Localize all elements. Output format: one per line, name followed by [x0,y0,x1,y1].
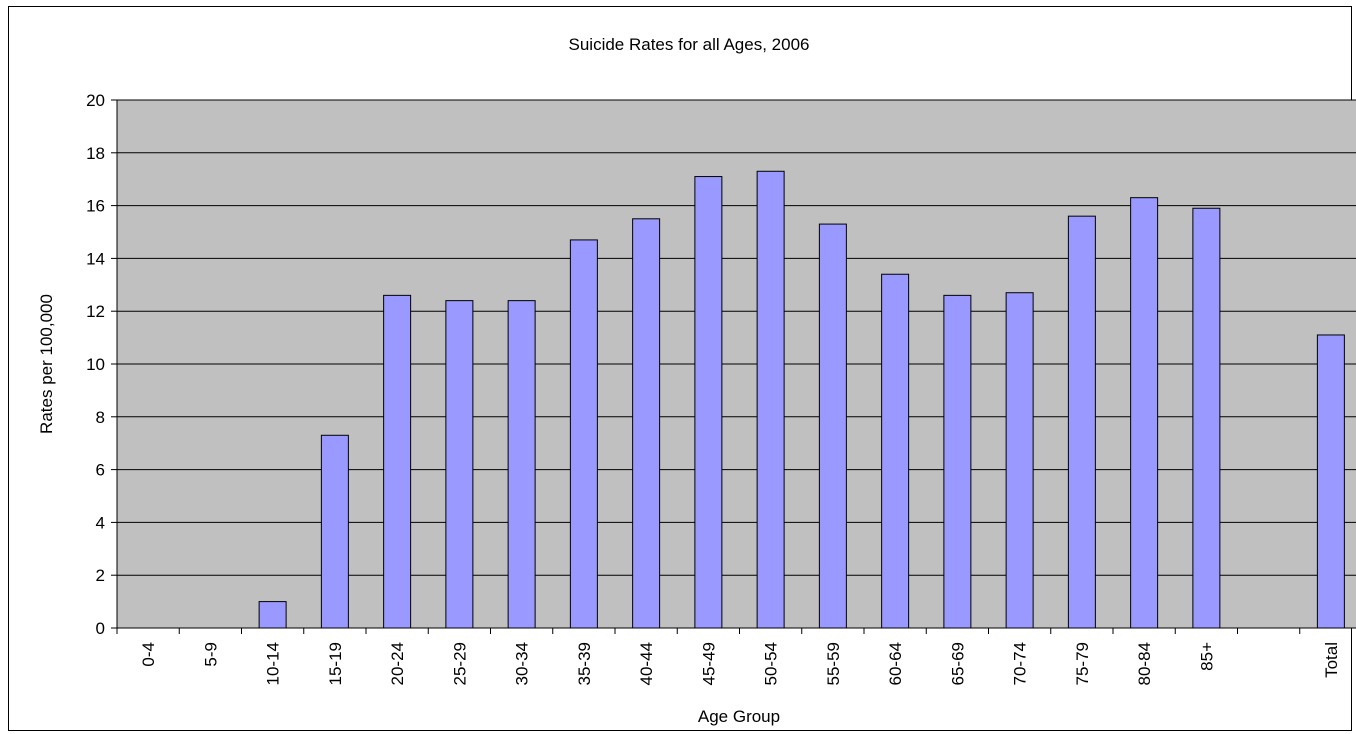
x-tick-label: 55-59 [824,642,843,685]
y-tick-label: 6 [96,461,105,480]
bar-60-64 [881,273,910,629]
x-tick-label: 10-14 [264,642,283,685]
bar-Total [1316,334,1345,629]
bars [258,170,1345,629]
y-tick-label: 8 [96,408,105,427]
x-tick-label: 30-34 [513,642,532,685]
bar-50-54 [756,170,785,629]
x-tick-label: 85+ [1197,642,1216,671]
y-tick-label: 12 [86,302,105,321]
y-tick-label: 2 [96,566,105,585]
bar-70-74 [1005,292,1034,629]
y-tick-label: 4 [96,513,105,532]
chart-title: Suicide Rates for all Ages, 2006 [569,35,810,54]
y-tick-labels: 0 2 4 6 8 10 12 14 16 18 20 [86,91,117,638]
x-tick-label: 40-44 [637,642,656,685]
y-tick-label: 18 [86,144,105,163]
y-tick-label: 16 [86,197,105,216]
x-tick-label: 45-49 [699,642,718,685]
x-tick-label: 75-79 [1073,642,1092,685]
bar-40-44 [632,218,661,629]
x-tick-label: 0-4 [139,642,158,667]
bar-65-69 [943,294,972,629]
y-axis-label: Rates per 100,000 [37,294,56,434]
x-tick-label: 60-64 [886,642,905,685]
x-tick-label: 5-9 [201,642,220,667]
bar-20-24 [383,294,412,629]
x-tick-label: 70-74 [1011,642,1030,685]
x-tick-label: 20-24 [388,642,407,685]
bar-75-79 [1067,215,1096,629]
bar-85+ [1192,207,1221,629]
x-tick-label: Total [1322,642,1341,678]
bar-55-59 [818,223,847,629]
y-tick-label: 20 [86,91,105,110]
x-tick-label: 80-84 [1135,642,1154,685]
y-tick-label: 10 [86,355,105,374]
bar-35-39 [569,239,598,629]
x-tick-label: 65-69 [948,642,967,685]
x-tick-label: 25-29 [450,642,469,685]
bar-15-19 [320,434,349,629]
x-tick-label: 50-54 [762,642,781,685]
x-tick-label: 15-19 [326,642,345,685]
y-tick-label: 0 [96,619,105,638]
bar-10-14 [258,601,287,629]
x-tick-label: 35-39 [575,642,594,685]
x-tick-labels: 0-4 5-9 10-14 15-19 20-24 25-29 30-34 35-39 40-4… [116,628,1341,685]
bar-30-34 [507,300,536,629]
bar-80-84 [1130,197,1159,629]
x-axis-label: Age Group [698,707,780,726]
bar-45-49 [694,176,723,629]
y-tick-label: 14 [86,249,105,268]
bar-25-29 [445,300,474,629]
